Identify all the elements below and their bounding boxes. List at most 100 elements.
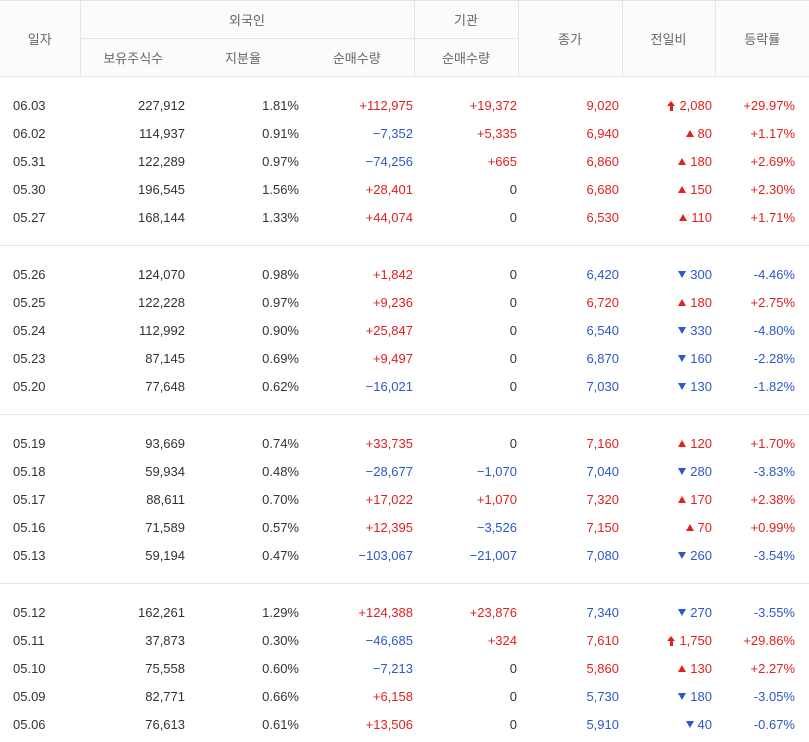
row-foreign-net: +1,842 [372,266,413,282]
change-value: 270 [690,604,712,620]
change-value: 120 [690,435,712,451]
row-change: 330 [622,316,715,344]
row-institution-net: +665 [487,153,517,169]
row-foreign-net: +13,506 [365,716,413,732]
row-change: 170 [622,485,715,513]
row-close: 7,610 [586,632,619,648]
up-triangle-icon [678,157,687,165]
row-rate: +2.69% [750,153,795,169]
row-date: 05.13 [13,547,46,563]
row-change: 80 [622,119,715,147]
row-holdings: 59,194 [145,547,185,563]
row-rate: -3.83% [753,463,795,479]
row-close: 9,020 [586,97,619,113]
table-row: 05.18 59,934 0.48% −28,677 −1,070 7,040 280 -3.… [0,457,809,485]
row-ratio: 0.70% [262,491,299,507]
row-change: 270 [622,598,715,626]
row-change: 160 [622,344,715,372]
row-holdings: 227,912 [138,97,185,113]
change-value: 70 [697,519,712,535]
header-foreign-net: 순매수량 [300,38,414,77]
table-row: 05.24 112,992 0.90% +25,847 0 6,540 330 -4.80% [0,316,809,344]
row-institution-net: +23,876 [469,604,517,620]
change-value: 180 [690,153,712,169]
row-foreign-net: −16,021 [365,378,413,394]
row-close: 7,080 [586,547,619,563]
divider-cell [0,231,809,246]
header-institution-net: 순매수량 [413,38,518,77]
row-date: 05.30 [13,181,46,197]
row-change: 130 [622,372,715,400]
row-holdings: 59,934 [145,463,185,479]
up-triangle-icon [685,129,694,137]
row-foreign-net: +33,735 [365,435,413,451]
table-row: 05.17 88,611 0.70% +17,022 +1,070 7,320 170 +2.… [0,485,809,513]
row-institution-net: 0 [509,660,517,676]
row-institution-net: 0 [509,688,517,704]
row-date: 05.12 [13,604,46,620]
row-change: 2,080 [622,91,715,119]
row-ratio: 0.61% [262,716,299,732]
row-institution-net: +5,335 [476,125,517,141]
table-row: 05.12 162,261 1.29% +124,388 +23,876 7,340 270… [0,598,809,626]
row-institution-net: 0 [509,294,517,310]
table-row: 05.13 59,194 0.47% −103,067 −21,007 7,080 260 -… [0,541,809,569]
row-change: 180 [622,288,715,316]
row-rate: +29.86% [743,632,795,648]
limit-up-arrow-icon [667,635,676,646]
row-ratio: 0.74% [262,435,299,451]
row-date: 05.27 [13,209,46,225]
row-foreign-net: −7,213 [372,660,413,676]
up-triangle-icon [678,185,687,193]
row-ratio: 0.98% [262,266,299,282]
row-change: 180 [622,682,715,710]
row-holdings: 71,589 [145,519,185,535]
spacer-cell [0,415,809,430]
row-holdings: 93,669 [145,435,185,451]
row-ratio: 0.57% [262,519,299,535]
row-institution-net: 0 [509,181,517,197]
divider-cell [0,569,809,584]
row-institution-net: 0 [509,350,517,366]
row-foreign-net: −103,067 [358,547,413,563]
row-date: 05.19 [13,435,46,451]
row-close: 6,530 [586,209,619,225]
row-rate: +0.99% [750,519,795,535]
row-holdings: 76,613 [145,716,185,732]
row-change: 110 [622,203,715,231]
change-value: 150 [690,181,712,197]
row-institution-net: +19,372 [469,97,517,113]
row-institution-net: 0 [509,716,517,732]
header-change: 전일비 [621,0,715,77]
row-close: 7,160 [586,435,619,451]
table-row: 05.30 196,545 1.56% +28,401 0 6,680 150 +2.30% [0,175,809,203]
row-date: 05.11 [13,632,45,648]
table-body: 06.03 227,912 1.81% +112,975 +19,372 9,020 2,0… [0,77,809,739]
row-foreign-net: +124,388 [358,604,413,620]
row-change: 300 [622,260,715,288]
row-ratio: 0.30% [262,632,299,648]
row-institution-net: 0 [509,378,517,394]
row-holdings: 122,228 [138,294,185,310]
row-change: 120 [622,429,715,457]
table-row: 06.03 227,912 1.81% +112,975 +19,372 9,020 2,0… [0,91,809,119]
change-value: 110 [691,209,712,225]
row-foreign-net: −74,256 [365,153,413,169]
up-triangle-icon [678,298,687,306]
table-row: 05.10 75,558 0.60% −7,213 0 5,860 130 +2.27% [0,654,809,682]
row-change: 280 [622,457,715,485]
row-close: 6,420 [586,266,619,282]
table-row: 05.06 76,613 0.61% +13,506 0 5,910 40 -0.67% [0,710,809,738]
row-foreign-net: −7,352 [372,125,413,141]
divider-cell [0,400,809,415]
up-triangle-icon [679,213,688,221]
row-foreign-net: +44,074 [365,209,413,225]
table-row: 05.23 87,145 0.69% +9,497 0 6,870 160 -2.28% [0,344,809,372]
row-holdings: 87,145 [145,350,185,366]
table-row: 05.11 37,873 0.30% −46,685 +324 7,610 1,750 +29… [0,626,809,654]
row-holdings: 77,648 [145,378,185,394]
row-ratio: 1.29% [262,604,299,620]
row-foreign-net: −46,685 [365,632,413,648]
row-holdings: 112,992 [138,322,185,338]
table-row: 05.19 93,669 0.74% +33,735 0 7,160 120 +1.70% [0,429,809,457]
